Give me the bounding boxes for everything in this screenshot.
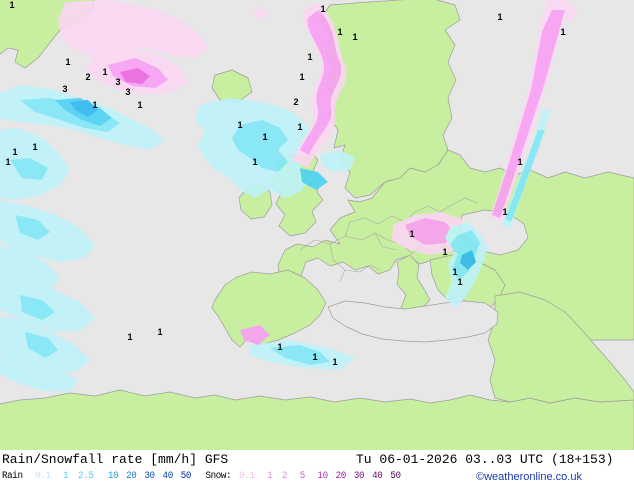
svg-text:1: 1 [277,342,282,352]
svg-text:1: 1 [102,67,107,77]
svg-text:1: 1 [497,12,502,22]
svg-text:1: 1 [297,122,302,132]
svg-text:1: 1 [12,147,17,157]
svg-text:1: 1 [332,357,337,367]
svg-text:1: 1 [452,267,457,277]
svg-text:1: 1 [320,4,325,14]
svg-text:1: 1 [409,229,414,239]
svg-text:1: 1 [5,157,10,167]
svg-text:3: 3 [62,84,67,94]
svg-text:1: 1 [9,0,14,10]
svg-text:1: 1 [32,142,37,152]
svg-text:3: 3 [115,77,120,87]
svg-text:1: 1 [307,52,312,62]
svg-text:1: 1 [157,327,162,337]
svg-text:1: 1 [237,120,242,130]
svg-text:1: 1 [517,157,522,167]
svg-text:2: 2 [85,72,90,82]
svg-text:1: 1 [65,57,70,67]
svg-text:1: 1 [442,247,447,257]
svg-text:1: 1 [137,100,142,110]
svg-text:1: 1 [127,332,132,342]
svg-text:1: 1 [299,72,304,82]
svg-text:1: 1 [337,27,342,37]
svg-text:1: 1 [457,277,462,287]
svg-text:1: 1 [312,352,317,362]
svg-text:1: 1 [252,157,257,167]
svg-text:1: 1 [560,27,565,37]
svg-text:2: 2 [293,97,298,107]
svg-text:1: 1 [352,32,357,42]
svg-text:1: 1 [262,132,267,142]
svg-text:1: 1 [502,207,507,217]
svg-text:1: 1 [92,100,97,110]
svg-text:3: 3 [125,87,130,97]
